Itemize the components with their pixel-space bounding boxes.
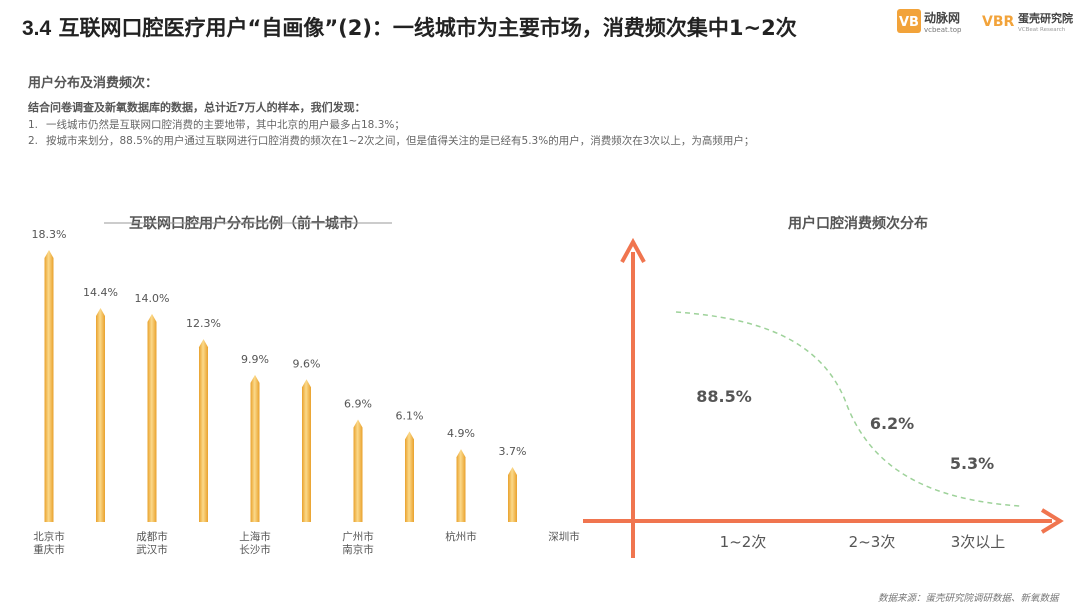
title-number: 3.4 [22, 17, 52, 40]
bar-category-label: 重庆市 [33, 543, 65, 556]
vbr-logo-sub: VCBeat Research [1018, 27, 1066, 33]
bar [405, 431, 414, 522]
freq-value-label: 6.2% [870, 414, 914, 433]
bar-value-label: 6.1% [396, 409, 424, 422]
freq-value-label: 88.5% [696, 387, 752, 406]
finding-item: 2. 按城市来划分，88.5%的用户通过互联网进行口腔消费的频次在1~2次之间，但… [28, 133, 754, 148]
bar-value-label: 3.7% [499, 445, 527, 458]
section-heading: 用户分布及消费频次： [28, 76, 159, 91]
vcbeat-logo: VB 动脉网 vcbeat.top [897, 9, 962, 34]
bar-category-label: 上海市 [239, 530, 271, 543]
vb-logo-mark-bg [897, 9, 921, 33]
title-text: 互联网口腔医疗用户“自画像”(2)：一线城市为主要市场，消费频次集中1~2次 [58, 16, 797, 40]
vb-logo-mark: VB [899, 15, 919, 30]
bar-category-label: 广州市 [342, 530, 374, 543]
data-source: 数据来源：蛋壳研究院调研数据、新氧数据 [878, 593, 1059, 604]
vbr-logo-name: 蛋壳研究院 [1018, 11, 1073, 25]
bar-category-label: 成都市 [136, 530, 168, 543]
bar-category-label: 北京市 [33, 530, 65, 543]
bar [199, 339, 208, 522]
bar-value-label: 4.9% [447, 427, 475, 440]
header: 3.4 互联网口腔医疗用户“自画像”(2)：一线城市为主要市场，消费频次集中1~… [0, 0, 1080, 44]
bar [508, 467, 517, 522]
city-bar-chart: 互联网口腔用户分布比例（前十城市） 18.3%14.4% 14.0%12.3%9.… [32, 215, 580, 556]
finding-text: 一线城市仍然是互联网口腔消费的主要地带，其中北京的用户最多占18.3%； [46, 119, 405, 131]
vbr-logo-mark: VBR [982, 14, 1015, 30]
finding-index: 2. [28, 135, 39, 147]
freq-category-label: 2~3次 [849, 533, 896, 551]
bar-value-labels: 18.3% 14.4% 14.0% 12.3% 9.9% 9.6% 6.9% 6.1% 4.9%… [32, 228, 527, 458]
vbr-logo: VBR 蛋壳研究院 VCBeat Research [982, 11, 1073, 33]
freq-category-label: 3次以上 [951, 533, 1006, 551]
vb-logo-name: 动脉网 [924, 10, 960, 25]
finding-text: 按城市来划分，88.5%的用户通过互联网进行口腔消费的频次在1~2次之间，但是值… [46, 135, 755, 147]
y-axis-arrow [620, 237, 646, 263]
bar-value-label: 18.3% [32, 228, 67, 241]
distribution-curve [675, 311, 1021, 507]
section-intro: 结合问卷调查及新氧数据库的数据，总计近7万人的样本，我们发现： [28, 101, 366, 114]
finding-item: 1. 一线城市仍然是互联网口腔消费的主要地带，其中北京的用户最多占18.3%； [28, 117, 405, 132]
bar [302, 379, 311, 522]
bar [44, 250, 54, 522]
vb-logo-url: vcbeat.top [924, 26, 962, 34]
bar-category-label: 南京市 [342, 543, 374, 556]
bar-value-label: 12.3% [186, 317, 221, 330]
bar-value-label: 6.9% [344, 397, 372, 410]
bar [147, 313, 157, 522]
bar-category-label: 深圳市 [548, 530, 580, 543]
freq-category-labels: 1~2次 2~3次 3次以上 [720, 533, 1006, 551]
page-title: 3.4 互联网口腔医疗用户“自画像”(2)：一线城市为主要市场，消费频次集中1~… [22, 12, 797, 42]
bar-value-label: 14.0% [135, 292, 170, 305]
finding-index: 1. [28, 119, 39, 131]
bar-value-label: 9.6% [293, 357, 321, 370]
bar-series [44, 250, 517, 522]
freq-value-labels: 88.5% 6.2% 5.3% [696, 387, 994, 473]
bar-value-label: 14.4% [83, 286, 118, 299]
frequency-chart: 用户口腔消费频次分布 88.5% 6.2% 5.3% 1~2次 2~3次 3次以上 [583, 215, 1064, 558]
bar-category-label: 长沙市 [239, 543, 271, 556]
bar [96, 307, 105, 522]
bar [353, 419, 363, 522]
bar [250, 374, 260, 522]
bar [456, 449, 466, 522]
freq-category-label: 1~2次 [720, 533, 767, 551]
freq-value-label: 5.3% [950, 454, 994, 473]
x-axis-arrow [1040, 508, 1064, 534]
bar-value-label: 9.9% [241, 353, 269, 366]
bar-category-label: 杭州市 [445, 530, 477, 543]
bar-category-label: 武汉市 [136, 543, 168, 556]
freq-chart-title: 用户口腔消费频次分布 [788, 215, 928, 232]
